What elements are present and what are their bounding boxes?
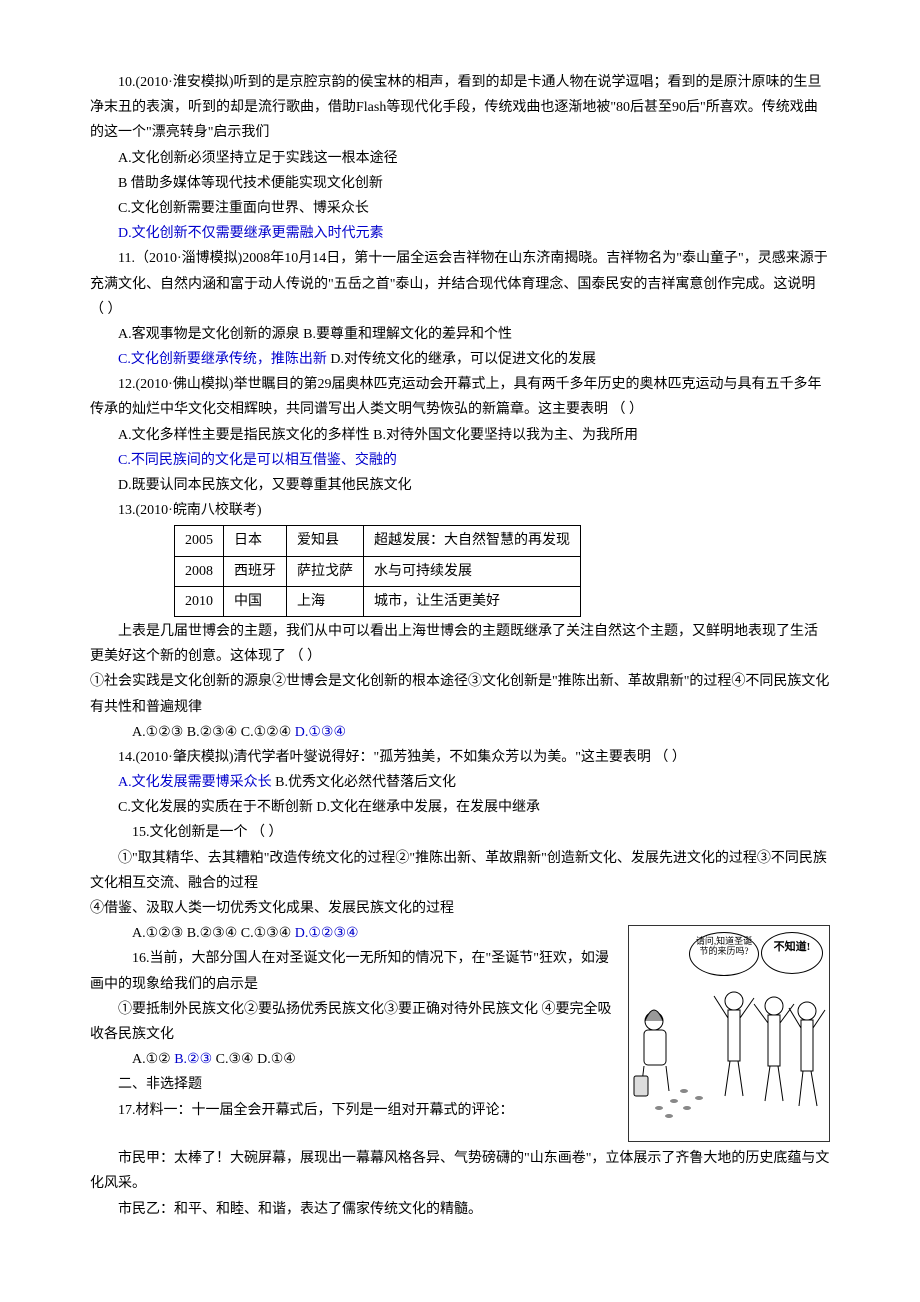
q14-cd: C.文化发展的实质在于不断创新 D.文化在继承中发展，在发展中继承 bbox=[90, 795, 830, 820]
q12-opt-d: D.既要认同本民族文化，又要尊重其他民族文化 bbox=[90, 473, 830, 498]
q16-cd: C.③④ D.①④ bbox=[212, 1052, 296, 1067]
q10-opt-b: B 借助多媒体等现代技术便能实现文化创新 bbox=[90, 171, 830, 196]
speech-bubble-question: 请问,知道圣诞节的来历吗? bbox=[689, 932, 759, 976]
table-row: 2008 西班牙 萨拉戈萨 水与可持续发展 bbox=[175, 556, 581, 586]
q12-stem: 12.(2010·佛山模拟)举世瞩目的第29届奥林匹克运动会开幕式上，具有两千多… bbox=[90, 372, 830, 422]
q16-a: A.①② bbox=[132, 1052, 174, 1067]
cell: 西班牙 bbox=[224, 556, 287, 586]
q12-opt-c: C.不同民族间的文化是可以相互借鉴、交融的 bbox=[90, 448, 830, 473]
q10-opt-c: C.文化创新需要注重面向世界、博采众长 bbox=[90, 196, 830, 221]
q11-opt-d: D.对传统文化的继承，可以促进文化的发展 bbox=[327, 352, 596, 367]
cell: 超越发展：大自然智慧的再发现 bbox=[364, 526, 581, 556]
q10-opt-a: A.文化创新必须坚持立足于实践这一根本途径 bbox=[90, 146, 830, 171]
cell: 城市，让生活更美好 bbox=[364, 586, 581, 616]
q11-stem: 11.（2010·淄博模拟)2008年10月14日，第十一届全运会吉祥物在山东济… bbox=[90, 246, 830, 322]
speech-bubble-answer: 不知道! bbox=[761, 932, 823, 974]
cell: 上海 bbox=[287, 586, 364, 616]
table-row: 2005 日本 爱知县 超越发展：大自然智慧的再发现 bbox=[175, 526, 581, 556]
cell: 2008 bbox=[175, 556, 224, 586]
q17-l3: 市民乙：和平、和睦、和谐，表达了儒家传统文化的精髓。 bbox=[90, 1197, 830, 1222]
q10-opt-d: D.文化创新不仅需要继承更需融入时代元素 bbox=[90, 221, 830, 246]
cell: 2005 bbox=[175, 526, 224, 556]
q13-statements: ①社会实践是文化创新的源泉②世博会是文化创新的根本途径③文化创新是"推陈出新、革… bbox=[90, 669, 830, 719]
cell: 中国 bbox=[224, 586, 287, 616]
q15-d: D.①②③④ bbox=[295, 926, 359, 941]
table-row: 2010 中国 上海 城市，让生活更美好 bbox=[175, 586, 581, 616]
cell: 水与可持续发展 bbox=[364, 556, 581, 586]
cell: 萨拉戈萨 bbox=[287, 556, 364, 586]
q15-abc: A.①②③ B.②③④ C.①③④ bbox=[132, 926, 295, 941]
q11-opt-ab: A.客观事物是文化创新的源泉 B.要尊重和理解文化的差异和个性 bbox=[90, 322, 830, 347]
q14-ab: A.文化发展需要博采众长 B.优秀文化必然代替落后文化 bbox=[90, 770, 830, 795]
q14-a: A.文化发展需要博采众长 bbox=[118, 775, 272, 790]
q14-stem: 14.(2010·肇庆模拟)清代学者叶燮说得好："孤芳独美，不如集众芳以为美。"… bbox=[90, 745, 830, 770]
q10-stem: 10.(2010·淮安模拟)听到的是京腔京韵的侯宝林的相声，看到的却是卡通人物在… bbox=[90, 70, 830, 146]
expo-table: 2005 日本 爱知县 超越发展：大自然智慧的再发现 2008 西班牙 萨拉戈萨… bbox=[174, 525, 581, 617]
q13-opts: A.①②③ B.②③④ C.①②④ D.①③④ bbox=[90, 720, 830, 745]
q13-mid: 上表是几届世博会的主题，我们从中可以看出上海世博会的主题既继承了关注自然这个主题… bbox=[90, 619, 830, 669]
q15-opts: ①"取其精华、去其糟粕"改造传统文化的过程②"推陈出新、革故鼎新"创造新文化、发… bbox=[90, 846, 830, 896]
q13-abc: A.①②③ B.②③④ C.①②④ bbox=[132, 725, 295, 740]
q16-b: B.②③ bbox=[174, 1052, 212, 1067]
q11-opt-cd-line: C.文化创新要继承传统，推陈出新 D.对传统文化的继承，可以促进文化的发展 bbox=[90, 347, 830, 372]
q15-stem: 15.文化创新是一个 （ ） bbox=[90, 820, 830, 845]
cell: 日本 bbox=[224, 526, 287, 556]
q13-head: 13.(2010·皖南八校联考) bbox=[90, 498, 830, 523]
q11-opt-c: C.文化创新要继承传统，推陈出新 bbox=[118, 352, 327, 367]
q13-d: D.①③④ bbox=[295, 725, 346, 740]
cartoon-image: 请问,知道圣诞节的来历吗? 不知道! bbox=[628, 925, 830, 1142]
q14-b: B.优秀文化必然代替落后文化 bbox=[272, 775, 456, 790]
cell: 爱知县 bbox=[287, 526, 364, 556]
q12-opt-ab: A.文化多样性主要是指民族文化的多样性 B.对待外国文化要坚持以我为主、为我所用 bbox=[90, 423, 830, 448]
q17-l2: 市民甲：太棒了！大碗屏幕，展现出一幕幕风格各异、气势磅礴的"山东画卷"，立体展示… bbox=[90, 1146, 830, 1196]
q15-opts2: ④借鉴、汲取人类一切优秀文化成果、发展民族文化的过程 bbox=[90, 896, 830, 921]
cell: 2010 bbox=[175, 586, 224, 616]
